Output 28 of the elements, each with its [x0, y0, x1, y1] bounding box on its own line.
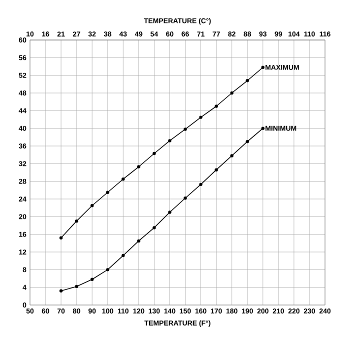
point	[74, 284, 78, 288]
point	[106, 190, 110, 194]
point	[261, 66, 264, 69]
point	[106, 268, 110, 272]
point	[230, 154, 234, 158]
point	[230, 91, 234, 95]
point	[59, 236, 63, 240]
point	[137, 165, 140, 168]
point	[168, 139, 172, 142]
point	[246, 140, 249, 144]
point	[59, 289, 63, 292]
point	[152, 226, 156, 230]
point	[152, 152, 156, 156]
point	[90, 204, 94, 208]
point	[90, 278, 94, 281]
point	[122, 254, 125, 258]
point	[246, 79, 249, 82]
point	[184, 196, 187, 200]
point	[168, 210, 172, 214]
point	[184, 128, 187, 131]
point	[74, 219, 78, 223]
point	[137, 239, 140, 243]
point	[214, 104, 218, 108]
point	[214, 168, 218, 172]
point	[199, 116, 202, 119]
point	[261, 126, 264, 130]
point	[122, 178, 125, 181]
point	[199, 182, 202, 186]
